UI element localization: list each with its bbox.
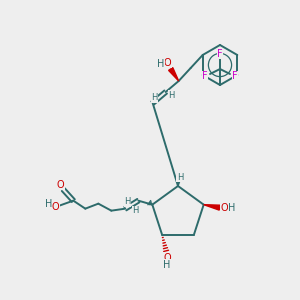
Polygon shape	[169, 68, 179, 81]
Text: O: O	[52, 202, 59, 212]
Text: F: F	[232, 71, 238, 81]
Text: H: H	[177, 172, 183, 182]
Polygon shape	[178, 179, 181, 186]
Text: H: H	[157, 59, 164, 69]
Polygon shape	[204, 205, 220, 210]
Text: H: H	[228, 203, 236, 213]
Text: O: O	[221, 203, 229, 213]
Text: O: O	[163, 253, 171, 263]
Text: H: H	[152, 94, 158, 103]
Text: O: O	[56, 180, 64, 190]
Text: F: F	[202, 71, 208, 81]
Text: F: F	[217, 49, 223, 59]
Text: H: H	[169, 91, 175, 100]
Text: H: H	[164, 260, 171, 270]
Text: H: H	[124, 197, 130, 206]
Text: H: H	[132, 206, 139, 215]
Text: O: O	[164, 58, 172, 68]
Text: H: H	[45, 199, 52, 209]
